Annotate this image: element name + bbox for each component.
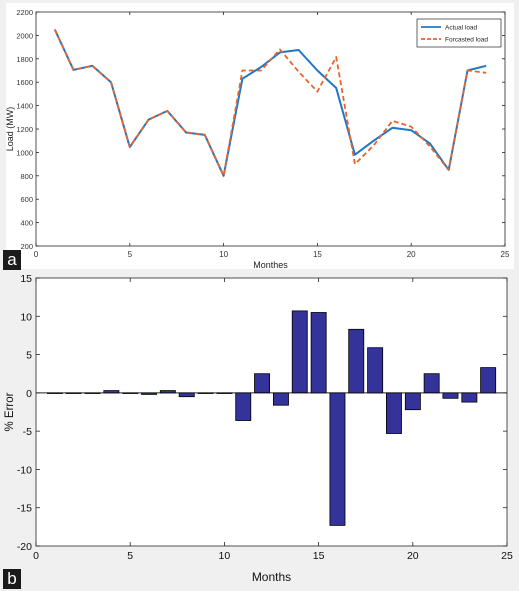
y-tick-label: -15 [17, 503, 32, 515]
error-bar [404, 392, 421, 411]
x-tick-label: 20 [407, 550, 419, 562]
error-bar [291, 310, 308, 394]
y-axis-label: Load (MW) [5, 107, 15, 152]
error-bar [141, 392, 158, 395]
y-tick-label: 1400 [16, 102, 33, 111]
y-tick-label: 2000 [16, 31, 33, 40]
legend-box [416, 18, 502, 48]
y-tick-label: 400 [20, 219, 33, 228]
y-tick-label: 15 [20, 273, 32, 285]
y-tick-label: 1000 [16, 148, 33, 157]
error-bar [367, 347, 384, 394]
y-tick-label: -10 [17, 464, 32, 476]
x-axis-label: Monthes [253, 260, 288, 270]
error-bar [385, 392, 402, 434]
y-tick-label: 600 [20, 195, 33, 204]
error-bar [461, 392, 478, 403]
forecast-load-line [53, 29, 487, 177]
y-tick-label: 2200 [16, 8, 33, 17]
plot-area [35, 11, 506, 247]
x-tick-label: 25 [501, 250, 510, 259]
x-tick-label: 5 [128, 250, 133, 259]
error-bar [329, 392, 346, 526]
legend-label: Forcasted load [445, 37, 488, 44]
y-tick-label: -20 [17, 541, 32, 553]
error-bar [348, 328, 365, 394]
error-bar [254, 373, 271, 394]
y-axis-label: % Error [4, 392, 16, 431]
y-tick-label: 200 [20, 242, 33, 251]
x-tick-label: 10 [219, 250, 228, 259]
x-tick-label: 20 [407, 250, 416, 259]
error-chart: 0 5 10 15 20 25 -20 -15 -10 -5 0 5 10 15 Months % Error [4, 273, 513, 584]
x-tick-label: 25 [501, 550, 513, 562]
error-bar [197, 392, 214, 394]
y-tick-label: 1200 [16, 125, 33, 134]
x-tick-label: 10 [219, 550, 231, 562]
y-tick-label: 5 [26, 350, 32, 362]
error-bar [235, 392, 252, 421]
error-bar [178, 392, 195, 398]
x-tick-label: 0 [33, 550, 39, 562]
error-bar [480, 367, 497, 394]
x-tick-label: 15 [313, 250, 322, 259]
y-tick-label: 10 [20, 311, 32, 323]
error-bar [103, 390, 120, 394]
panel-label-b: b [3, 569, 21, 589]
x-tick-label: 0 [34, 250, 39, 259]
x-tick-label: 5 [127, 550, 133, 562]
y-tick-label: 1600 [16, 78, 33, 87]
error-bar [122, 392, 139, 394]
x-tick-label: 15 [313, 550, 325, 562]
y-tick-label: 0 [26, 388, 32, 400]
y-tick-label: -5 [23, 426, 32, 438]
error-bar [46, 392, 63, 394]
error-bar [216, 392, 233, 394]
legend-label: Actual load [445, 25, 478, 32]
error-bar [423, 373, 440, 394]
error-bar [442, 392, 459, 399]
error-bar [272, 392, 289, 406]
y-tick-label: 1800 [16, 55, 33, 64]
error-bar [310, 312, 327, 394]
y-tick-label: 800 [20, 172, 33, 181]
plot-area [35, 277, 508, 547]
error-bar [159, 390, 176, 394]
load-chart: 0 5 10 15 20 25 200 400 600 800 1000 1200 1400 1600 18… [5, 3, 514, 270]
x-axis-label: Months [252, 570, 291, 584]
panel-label-a: a [3, 250, 21, 270]
error-bar [65, 392, 82, 394]
error-bar [84, 392, 101, 394]
